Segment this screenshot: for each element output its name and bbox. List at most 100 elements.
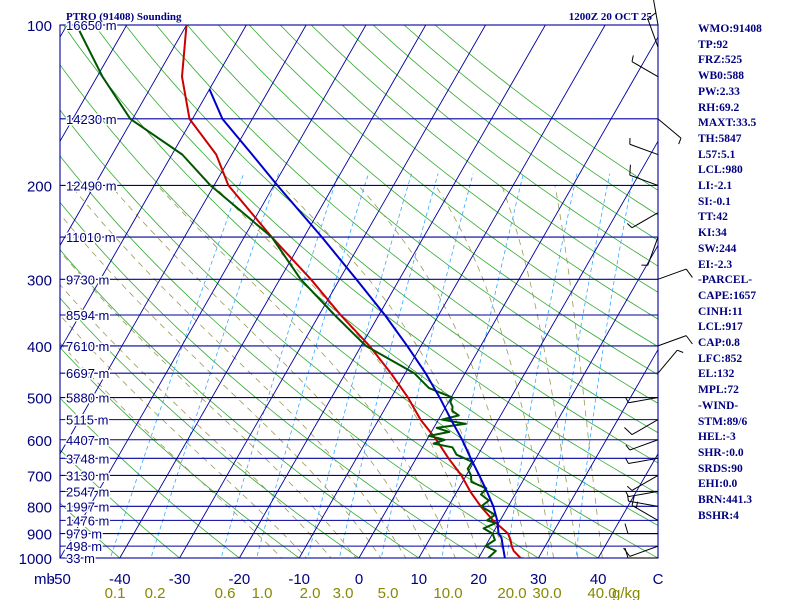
height-label: 16650 m xyxy=(66,18,117,33)
dry-adiabat-line xyxy=(218,25,658,376)
mixing-ratio-line xyxy=(506,173,578,558)
parcel-profile-line xyxy=(208,88,506,558)
temperature-tick-label: 10 xyxy=(410,571,427,588)
height-label: 9730 m xyxy=(66,272,109,287)
temperature-tick-label: -50 xyxy=(49,571,71,588)
temperature-tick-label: -40 xyxy=(109,571,131,588)
mixing-ratio-label: 0.6 xyxy=(215,585,236,600)
wind-barb xyxy=(626,212,659,229)
wind-barb xyxy=(641,236,659,266)
isotherm-line xyxy=(60,25,367,558)
wind-barb-flag xyxy=(629,164,631,176)
wind-barb-staff xyxy=(631,419,659,436)
pressure-tick-label: 800 xyxy=(27,499,52,516)
isotherm-line xyxy=(0,25,7,558)
pressure-unit-label: mb xyxy=(34,571,55,588)
wind-barb-flag xyxy=(631,495,635,506)
mixing-ratio-label: 5.0 xyxy=(378,585,399,600)
height-label: 11010 m xyxy=(66,230,116,245)
dry-adiabat-line xyxy=(125,25,658,464)
wind-barb xyxy=(629,137,659,156)
wind-barb-flag xyxy=(623,547,631,557)
wind-barb-staff xyxy=(628,500,659,507)
height-label: 5880 m xyxy=(66,391,109,406)
isotherm-line xyxy=(60,25,187,247)
index-entry: CINH:11 xyxy=(698,305,743,318)
index-entry: LI:-2.1 xyxy=(698,180,733,192)
dry-adiabat-line xyxy=(186,25,658,404)
height-label: 5115 m xyxy=(66,413,108,428)
index-entry: CAPE:1657 xyxy=(698,289,757,302)
isotherm-line xyxy=(119,25,427,558)
dry-adiabat-line xyxy=(279,25,658,320)
index-entry: WMO:91408 xyxy=(698,23,762,35)
dry-adiabat-line xyxy=(60,397,241,558)
wind-barb-staff xyxy=(657,335,687,347)
mixing-ratio-line xyxy=(220,173,339,558)
index-entry: SHR-:0.0 xyxy=(698,446,744,459)
wind-barb-half-flag xyxy=(626,485,633,491)
height-label: 8594 m xyxy=(66,308,109,323)
dry-adiabat-line xyxy=(60,249,420,558)
height-label: 3748 m xyxy=(66,451,109,466)
moist-adiabat-line xyxy=(435,185,555,558)
chart-timestamp: 1200Z 20 OCT 25 xyxy=(569,11,653,23)
index-entry: L57:5.1 xyxy=(698,148,736,161)
wind-barb-half-flag xyxy=(625,490,629,497)
dry-adiabat-line xyxy=(310,25,658,293)
index-entry: BSHR:4 xyxy=(698,509,739,522)
index-entry: MPL:72 xyxy=(698,384,739,397)
height-label: 14230 m xyxy=(66,112,117,127)
isotherm-line xyxy=(179,25,486,558)
moist-adiabat-line xyxy=(60,213,382,558)
index-entry: BRN:441.3 xyxy=(698,494,752,506)
wind-barb-half-flag xyxy=(625,457,629,464)
wind-barb xyxy=(657,335,693,347)
wind-barb xyxy=(624,419,659,436)
wind-barb xyxy=(623,545,659,557)
index-entry: LCL:917 xyxy=(698,321,743,334)
dry-adiabat-line xyxy=(94,25,658,495)
isotherm-line xyxy=(538,348,658,558)
mixing-ratio-label: 30.0 xyxy=(532,585,561,600)
isotherm-line xyxy=(60,25,128,143)
index-entry: PW:2.33 xyxy=(698,85,740,98)
isotherm-line xyxy=(298,25,606,558)
temperature-profile-line xyxy=(181,25,530,558)
moist-adiabat-line xyxy=(110,185,432,558)
mixing-ratio-label: 3.0 xyxy=(333,585,354,600)
temperature-tick-label: 0 xyxy=(355,571,363,588)
index-entry: FRZ:525 xyxy=(698,54,743,67)
wind-barb xyxy=(625,439,659,451)
height-label: 12490 m xyxy=(66,178,117,193)
wind-barb xyxy=(624,547,658,559)
mixing-ratio-label: 1.0 xyxy=(252,585,273,600)
isotherm-line xyxy=(418,140,658,558)
chart-title: PTRO (91408) Sounding xyxy=(66,11,182,23)
index-entry: TT:42 xyxy=(698,211,728,224)
index-entry: LCL:980 xyxy=(698,164,743,177)
dewpoint-profile-line xyxy=(75,25,497,558)
height-label: 2547 m xyxy=(66,484,109,499)
height-label: 6697 m xyxy=(66,366,109,381)
wind-barb-staff xyxy=(628,457,659,464)
wind-barb-staff xyxy=(657,349,678,374)
mixing-ratio-label: 2.0 xyxy=(300,585,321,600)
wind-barb-half-flag xyxy=(631,55,634,62)
wind-barb-staff xyxy=(657,118,682,139)
height-label: 3130 m xyxy=(66,468,109,483)
mixing-ratio-line xyxy=(256,173,369,558)
dry-adiabat-line xyxy=(60,502,121,558)
index-entry: RH:69.2 xyxy=(698,101,740,114)
dry-adiabat-line xyxy=(60,449,181,558)
wind-barb-flag xyxy=(685,268,693,278)
height-label: 33 m xyxy=(66,551,95,566)
wind-barb-flag xyxy=(624,547,629,559)
height-label: 498 m xyxy=(66,539,102,554)
temperature-tick-label: -30 xyxy=(169,571,191,588)
pressure-tick-label: 900 xyxy=(27,527,52,544)
moist-adiabat-line xyxy=(358,185,530,558)
mixing-ratio-line xyxy=(546,173,611,558)
wind-barb-half-flag xyxy=(625,396,629,403)
pressure-tick-label: 500 xyxy=(27,391,52,408)
